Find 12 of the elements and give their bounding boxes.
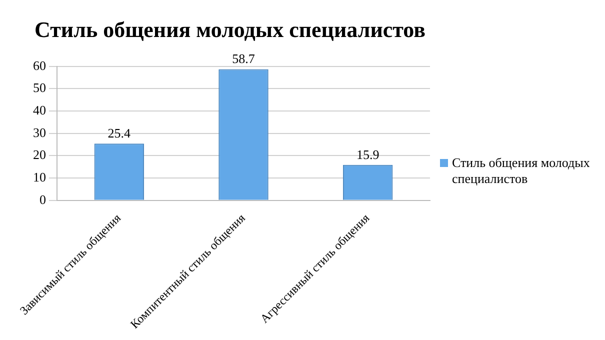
y-tick-label: 50 xyxy=(33,80,46,96)
y-tick-label: 30 xyxy=(33,124,46,140)
y-tick-label: 0 xyxy=(40,192,46,207)
data-label: 58.7 xyxy=(232,51,256,66)
y-tick-label: 40 xyxy=(33,102,46,118)
chart-title: Стиль общения молодых специалистов xyxy=(34,16,426,42)
legend-label: Стиль общения молодых специалистов xyxy=(452,155,591,187)
data-label: 15.9 xyxy=(356,146,380,162)
y-tick-label: 60 xyxy=(33,58,46,73)
y-tick-label: 20 xyxy=(33,147,46,162)
data-label: 25.4 xyxy=(108,126,132,141)
y-tick-label: 10 xyxy=(33,169,46,184)
